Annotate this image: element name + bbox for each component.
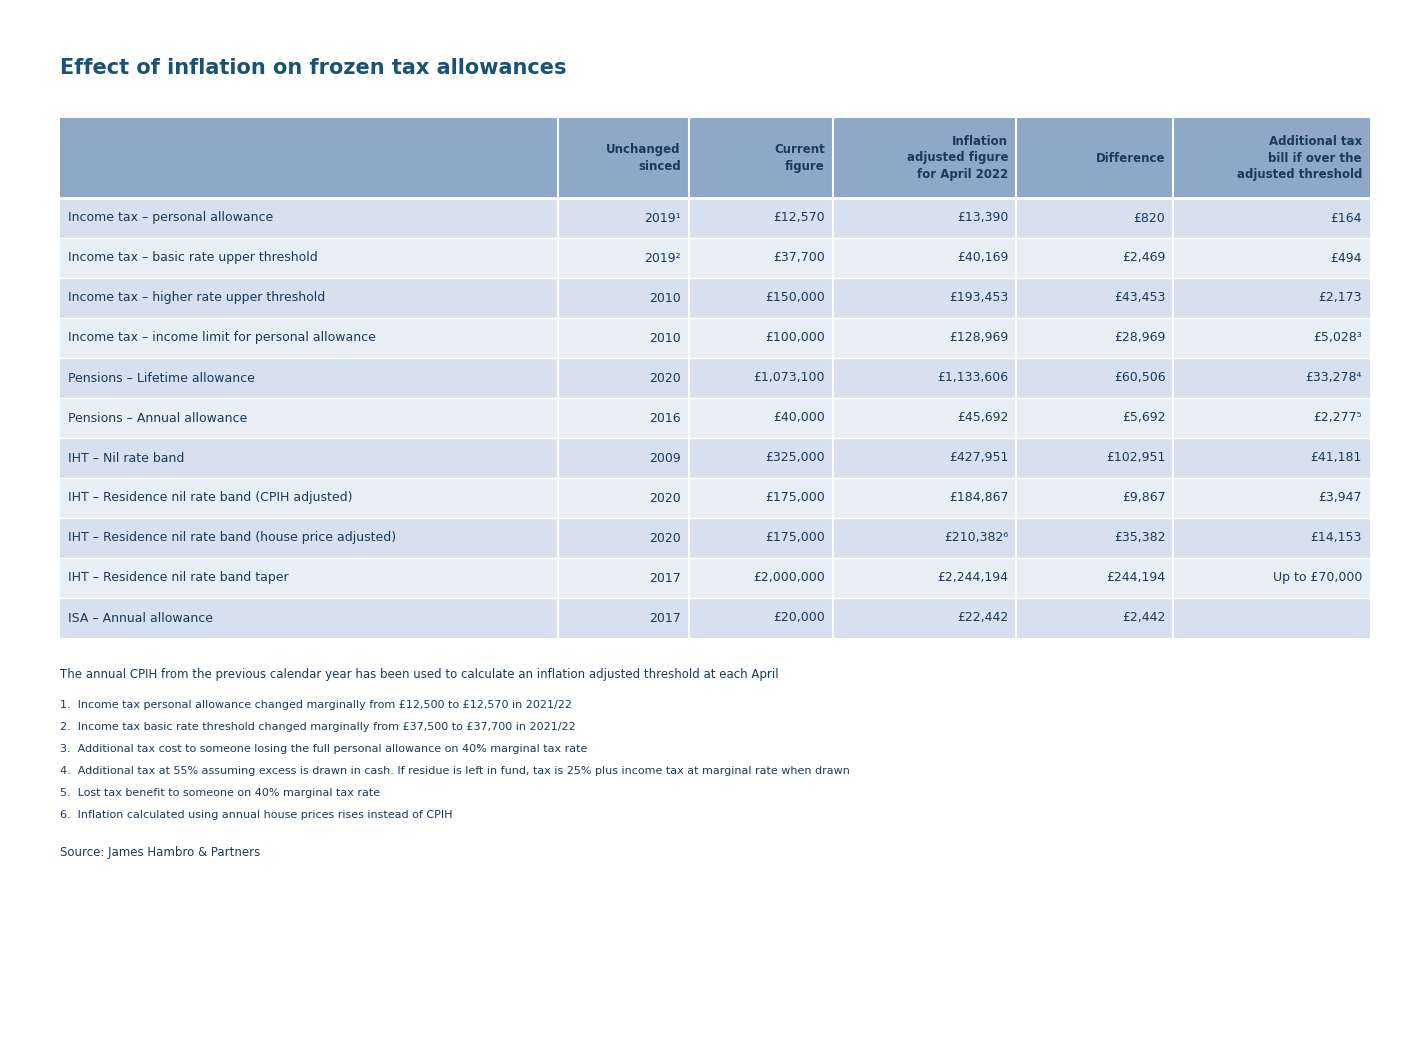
Text: Pensions – Annual allowance: Pensions – Annual allowance [68,411,248,424]
Text: £150,000: £150,000 [765,291,825,305]
Text: £427,951: £427,951 [949,451,1009,465]
Text: £1,133,606: £1,133,606 [938,372,1009,384]
Text: £244,194: £244,194 [1106,572,1166,584]
Text: £2,442: £2,442 [1121,611,1166,624]
Text: £128,969: £128,969 [949,332,1009,344]
Text: £184,867: £184,867 [949,491,1009,505]
Text: 1.  Income tax personal allowance changed marginally from £12,500 to £12,570 in : 1. Income tax personal allowance changed… [60,700,571,710]
Text: Up to £70,000: Up to £70,000 [1273,572,1362,584]
Text: 2019¹: 2019¹ [644,211,681,224]
Text: £20,000: £20,000 [774,611,825,624]
Text: 2010: 2010 [648,291,681,305]
Text: £45,692: £45,692 [958,411,1009,424]
Text: £5,692: £5,692 [1121,411,1166,424]
Text: £100,000: £100,000 [765,332,825,344]
Text: £2,277⁵: £2,277⁵ [1314,411,1362,424]
Text: £5,028³: £5,028³ [1314,332,1362,344]
Text: Effect of inflation on frozen tax allowances: Effect of inflation on frozen tax allowa… [60,58,567,77]
Text: 2020: 2020 [648,491,681,505]
Bar [60,478,1369,518]
Bar [60,598,1369,638]
Text: £193,453: £193,453 [949,291,1009,305]
Text: Inflation
adjusted figure
for April 2022: Inflation adjusted figure for April 2022 [906,135,1009,181]
Bar [60,118,1369,198]
Text: 2016: 2016 [650,411,681,424]
Text: Income tax – higher rate upper threshold: Income tax – higher rate upper threshold [68,291,325,305]
Text: £175,000: £175,000 [765,532,825,544]
Text: IHT – Residence nil rate band taper: IHT – Residence nil rate band taper [68,572,289,584]
Text: £102,951: £102,951 [1106,451,1166,465]
Bar [60,358,1369,398]
Text: 4.  Additional tax at 55% assuming excess is drawn in cash. If residue is left i: 4. Additional tax at 55% assuming excess… [60,766,849,776]
Text: £1,073,100: £1,073,100 [754,372,825,384]
Text: £2,469: £2,469 [1121,251,1166,265]
Text: Income tax – basic rate upper threshold: Income tax – basic rate upper threshold [68,251,318,265]
Text: 6.  Inflation calculated using annual house prices rises instead of CPIH: 6. Inflation calculated using annual hou… [60,810,453,820]
Text: £33,278⁴: £33,278⁴ [1305,372,1362,384]
Text: £41,181: £41,181 [1311,451,1362,465]
Text: The annual CPIH from the previous calendar year has been used to calculate an in: The annual CPIH from the previous calend… [60,668,778,681]
Text: Current
figure: Current figure [774,143,825,173]
Text: 5.  Lost tax benefit to someone on 40% marginal tax rate: 5. Lost tax benefit to someone on 40% ma… [60,788,380,798]
Text: £175,000: £175,000 [765,491,825,505]
Bar [60,198,1369,238]
Text: 2019²: 2019² [644,251,681,265]
Text: Income tax – income limit for personal allowance: Income tax – income limit for personal a… [68,332,376,344]
Text: £40,000: £40,000 [774,411,825,424]
Text: £43,453: £43,453 [1114,291,1166,305]
Bar [60,238,1369,279]
Text: Additional tax
bill if over the
adjusted threshold: Additional tax bill if over the adjusted… [1237,135,1362,181]
Text: Difference: Difference [1096,152,1166,164]
Text: £2,244,194: £2,244,194 [938,572,1009,584]
Text: Source: James Hambro & Partners: Source: James Hambro & Partners [60,846,261,859]
Text: £820: £820 [1134,211,1166,224]
Text: £2,173: £2,173 [1318,291,1362,305]
Text: £9,867: £9,867 [1121,491,1166,505]
Text: £22,442: £22,442 [958,611,1009,624]
Text: IHT – Nil rate band: IHT – Nil rate band [68,451,184,465]
Bar [60,318,1369,358]
Text: £3,947: £3,947 [1318,491,1362,505]
Text: 2009: 2009 [648,451,681,465]
Text: £40,169: £40,169 [958,251,1009,265]
Text: £12,570: £12,570 [774,211,825,224]
Text: Income tax – personal allowance: Income tax – personal allowance [68,211,274,224]
Text: £14,153: £14,153 [1311,532,1362,544]
Text: 2.  Income tax basic rate threshold changed marginally from £37,500 to £37,700 i: 2. Income tax basic rate threshold chang… [60,722,576,732]
Bar [60,398,1369,438]
Text: £13,390: £13,390 [958,211,1009,224]
Text: £164: £164 [1331,211,1362,224]
Text: ISA – Annual allowance: ISA – Annual allowance [68,611,212,624]
Text: £494: £494 [1331,251,1362,265]
Text: 2017: 2017 [648,572,681,584]
Text: 3.  Additional tax cost to someone losing the full personal allowance on 40% mar: 3. Additional tax cost to someone losing… [60,744,587,754]
Bar [60,518,1369,558]
Text: £28,969: £28,969 [1114,332,1166,344]
Bar [60,558,1369,598]
Text: £35,382: £35,382 [1114,532,1166,544]
Text: £325,000: £325,000 [765,451,825,465]
Text: IHT – Residence nil rate band (house price adjusted): IHT – Residence nil rate band (house pri… [68,532,396,544]
Text: 2020: 2020 [648,532,681,544]
Bar [60,279,1369,318]
Text: £60,506: £60,506 [1114,372,1166,384]
Text: Pensions – Lifetime allowance: Pensions – Lifetime allowance [68,372,255,384]
Text: IHT – Residence nil rate band (CPIH adjusted): IHT – Residence nil rate band (CPIH adju… [68,491,352,505]
Text: 2010: 2010 [648,332,681,344]
Text: Unchanged
sinced: Unchanged sinced [606,143,681,173]
Text: 2020: 2020 [648,372,681,384]
Bar [60,438,1369,478]
Text: £37,700: £37,700 [774,251,825,265]
Text: £2,000,000: £2,000,000 [754,572,825,584]
Text: £210,382⁶: £210,382⁶ [943,532,1009,544]
Text: 2017: 2017 [648,611,681,624]
